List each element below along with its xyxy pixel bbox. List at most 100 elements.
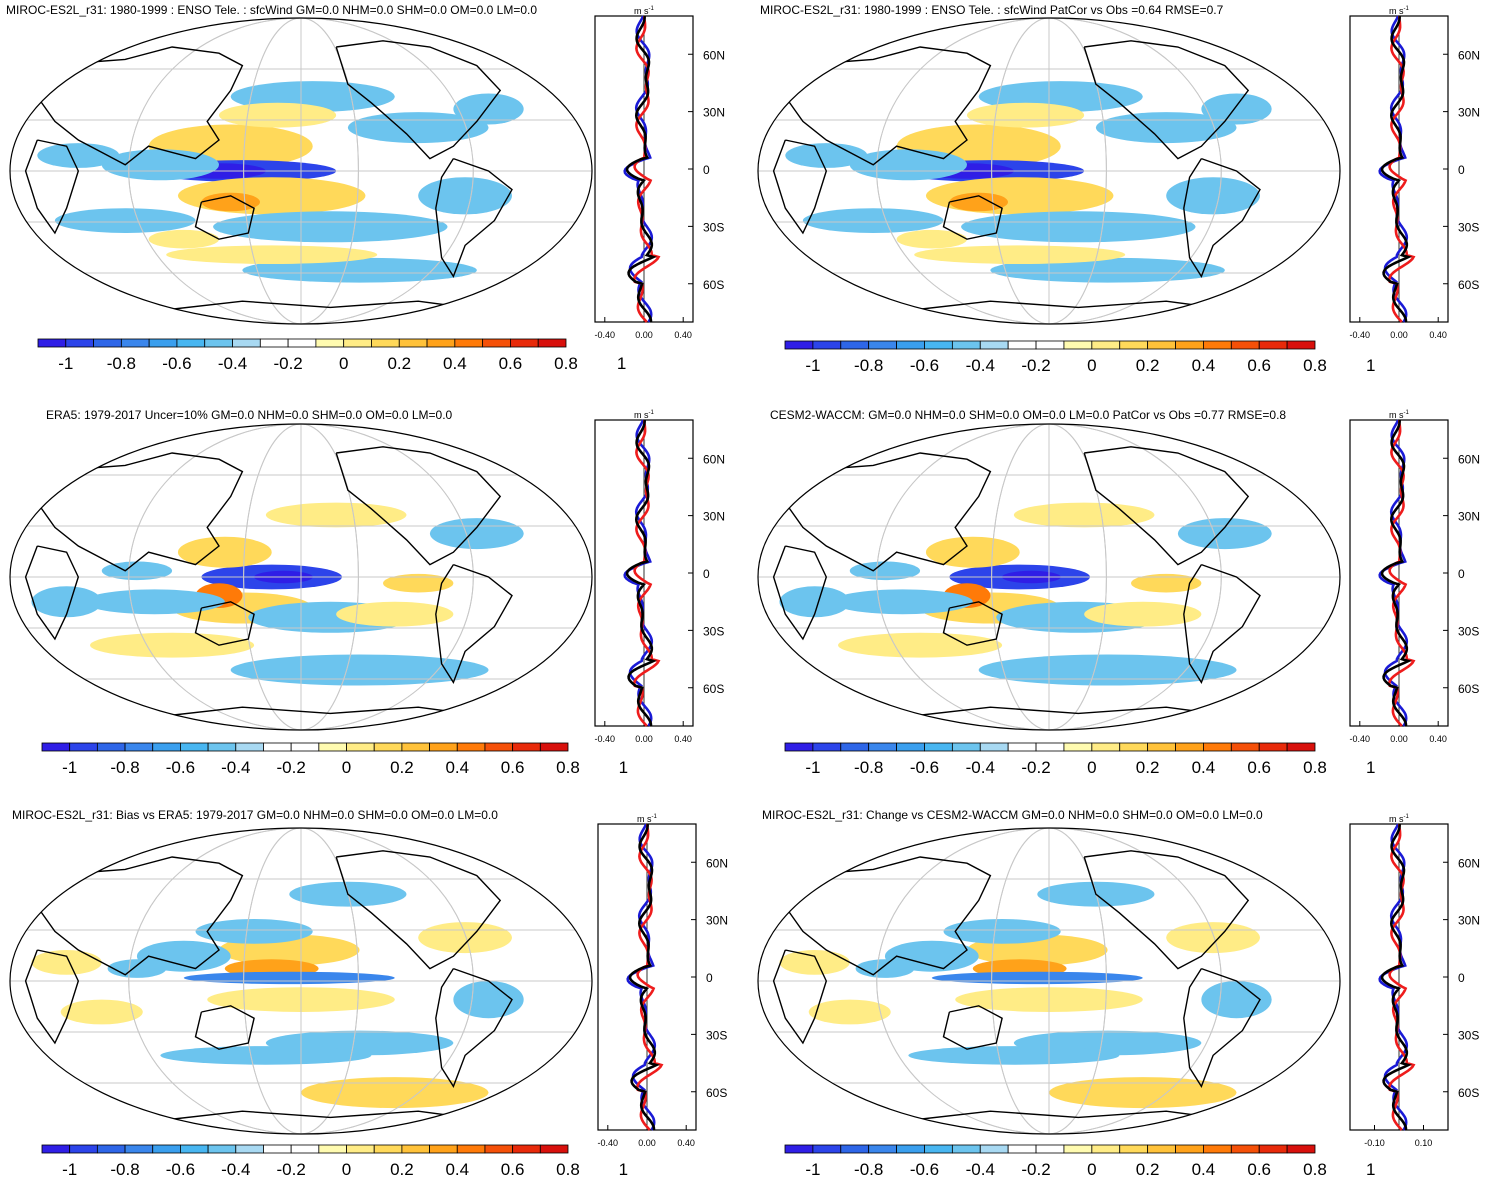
colorbar-label: 0.4	[1192, 758, 1216, 777]
profile-diff-line	[625, 15, 657, 323]
colorbar-swatch	[1007, 340, 1037, 350]
colorbar-label: -0.6	[166, 758, 195, 777]
colorbar-swatch	[868, 340, 897, 350]
colorbar-label: -0.8	[107, 354, 136, 373]
coastline	[160, 1110, 489, 1122]
map-border	[757, 423, 1341, 731]
colorbar-swatch	[812, 340, 842, 350]
colorbar-swatch	[148, 338, 178, 348]
anomaly-region	[183, 971, 395, 985]
anomaly-region	[84, 589, 225, 615]
anomaly-region	[31, 586, 102, 618]
latitude-label: 30S	[1458, 1028, 1479, 1042]
colorbar-label: -0.2	[277, 1160, 306, 1179]
colorbar-swatch	[180, 1144, 209, 1154]
latitude-label: 60N	[703, 452, 725, 466]
colorbar-label: 1	[1366, 758, 1375, 777]
coastline	[784, 856, 992, 976]
colorbar-swatch	[1258, 1144, 1288, 1154]
colorbar-swatch	[373, 742, 403, 752]
colorbar-swatch	[951, 1144, 981, 1154]
colorbar-swatch	[1230, 1144, 1260, 1154]
coastline	[1183, 157, 1261, 278]
x-tick-label: 0.00	[1390, 734, 1408, 744]
colorbar-label: 1	[617, 354, 626, 373]
colorbar-swatch	[1007, 1144, 1037, 1154]
colorbar-swatch	[537, 338, 567, 348]
colorbar-swatch	[868, 1144, 897, 1154]
anomaly-region	[90, 632, 255, 658]
anomaly-region	[1177, 518, 1272, 550]
colorbar-swatch	[1007, 742, 1037, 752]
colorbar-swatch	[1091, 1144, 1121, 1154]
coastline	[908, 1110, 1237, 1122]
coastline	[335, 40, 502, 160]
colorbar-swatch	[539, 1144, 569, 1154]
colorbar-swatch	[41, 742, 71, 752]
latitude-label: 30S	[706, 1028, 727, 1042]
colorbar-swatch	[979, 742, 1009, 752]
colorbar-swatch	[812, 742, 842, 752]
colorbar-swatch	[1063, 340, 1093, 350]
colorbar-swatch	[1147, 340, 1176, 350]
profile-obs-line	[635, 824, 664, 1131]
longitude-gridline	[876, 424, 1222, 730]
colorbar-label: -0.8	[854, 758, 883, 777]
profile-obs-line	[632, 420, 661, 727]
colorbar-swatch	[512, 1144, 541, 1154]
colorbar-swatch	[1175, 1144, 1204, 1154]
anomaly-region	[101, 561, 173, 581]
profile-obs-line	[1387, 16, 1416, 323]
profile-diff-line	[1380, 823, 1412, 1131]
colorbar-4: -1 -0.8 -0.6 -0.4 -0.2 0 0.2 0.4 0.6 0.8 1	[784, 742, 1376, 777]
longitude-gridline	[991, 828, 1107, 1134]
coastline	[784, 46, 992, 166]
profile-obs-line	[1387, 420, 1416, 727]
colorbar-swatch	[176, 338, 206, 348]
colorbar-label: -1	[58, 354, 73, 373]
anomaly-region	[855, 959, 915, 978]
colorbar-label: -0.4	[218, 354, 247, 373]
anomaly-region	[160, 1046, 372, 1065]
anomaly-region	[808, 999, 891, 1025]
anomaly-region	[1201, 93, 1272, 125]
x-tick-label: 0.00	[1390, 330, 1408, 340]
coastline	[435, 967, 513, 1088]
colorbar-swatch	[482, 338, 511, 348]
x-tick-label: 0.00	[635, 330, 653, 340]
colorbar-swatch	[1091, 340, 1121, 350]
colorbar-label: 0.6	[501, 1160, 525, 1179]
colorbar-swatch	[454, 338, 484, 348]
colorbar-label: 0	[342, 1160, 351, 1179]
colorbar-swatch	[840, 340, 870, 350]
anomaly-region	[1013, 502, 1155, 528]
colorbar-swatch	[896, 1144, 925, 1154]
colorbar-swatch	[346, 1144, 375, 1154]
colorbar-swatch	[840, 1144, 870, 1154]
unit-label: m s-1	[1389, 814, 1409, 824]
colorbar-swatch	[924, 1144, 953, 1154]
anomaly-region	[107, 959, 167, 978]
anomaly-region	[1049, 1077, 1237, 1109]
unit-label: m s-1	[634, 410, 654, 420]
coastline	[1083, 446, 1250, 566]
colorbar-swatch	[1175, 742, 1204, 752]
colorbar-label: 0.8	[1303, 356, 1327, 375]
anomaly-region	[453, 981, 524, 1019]
latitude-label: 0	[1458, 567, 1465, 581]
panel-6-title: MIROC-ES2L_r31: Change vs CESM2-WACCM GM…	[762, 808, 1263, 822]
coastline	[24, 949, 80, 1045]
coastline	[194, 195, 255, 240]
colorbar-swatch	[429, 1144, 458, 1154]
zonal-profile-2: m s-1 60N 30N 0 30S 60S -0.40 0.00 0.40	[1349, 6, 1480, 340]
anomaly-region	[1166, 177, 1260, 215]
colorbar-swatch	[1035, 1144, 1065, 1154]
panel-4-title: CESM2-WACCM: GM=0.0 NHM=0.0 SHM=0.0 OM=0…	[770, 408, 1287, 422]
latitude-label: 60N	[1458, 856, 1480, 870]
colorbar-swatch	[373, 1144, 403, 1154]
coastline	[942, 195, 1003, 240]
map-border	[9, 827, 593, 1135]
zonal-profile-3: m s-1 60N 30N 0 30S 60S -0.40 0.00 0.40	[594, 410, 725, 744]
anomaly-region	[383, 573, 454, 593]
colorbar-swatch	[979, 340, 1009, 350]
